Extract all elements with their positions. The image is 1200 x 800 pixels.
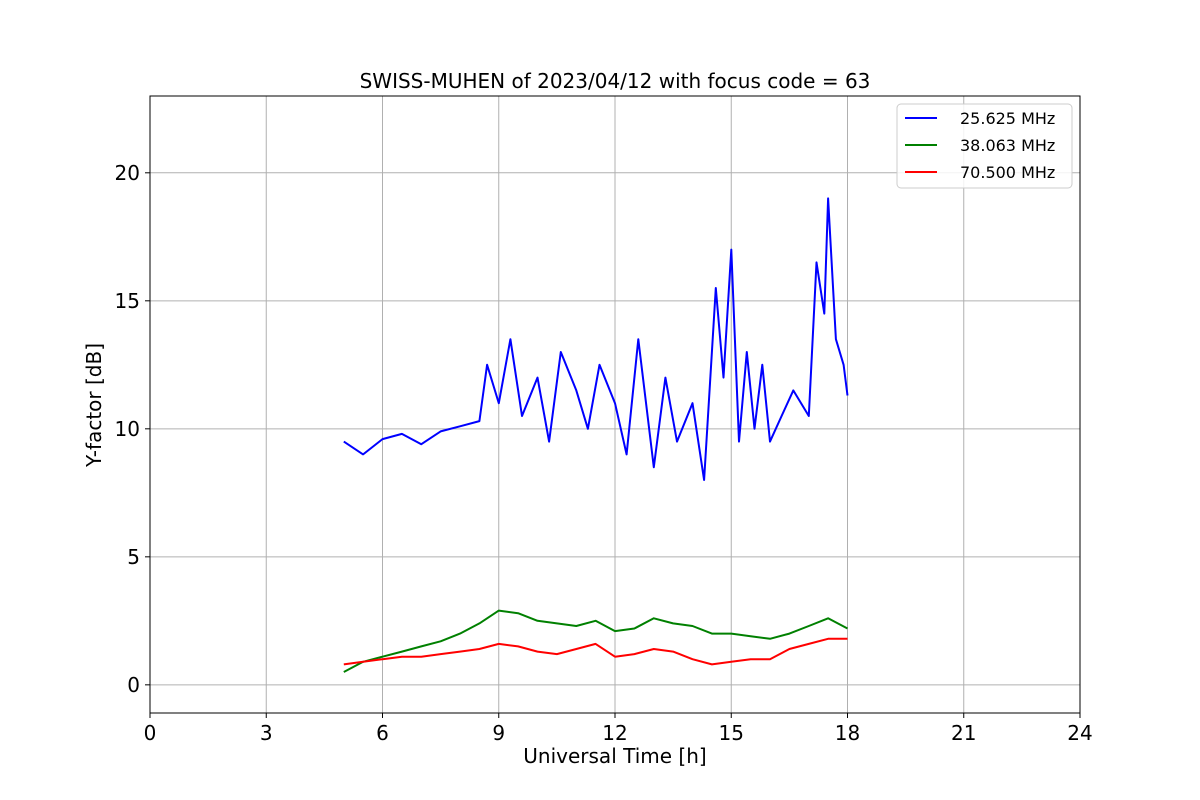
x-tick-label: 12 [602,721,627,745]
x-tick-label: 15 [719,721,744,745]
x-tick-label: 6 [376,721,389,745]
chart-title: SWISS-MUHEN of 2023/04/12 with focus cod… [360,69,871,93]
x-tick-label: 3 [260,721,273,745]
y-tick-label: 20 [115,161,140,185]
legend: 25.625 MHz 38.063 MHz 70.500 MHz [896,103,1073,189]
y-tick-label: 15 [115,289,140,313]
x-tick-label: 0 [144,721,157,745]
y-axis-label: Y-factor [dB] [82,343,106,468]
legend-label-38mhz: 38.063 MHz [960,136,1055,155]
legend-label-25mhz: 25.625 MHz [960,109,1055,128]
x-tick-label: 18 [835,721,860,745]
legend-label-70mhz: 70.500 MHz [960,163,1055,182]
y-tick-label: 5 [127,545,140,569]
x-tick-label: 21 [951,721,976,745]
series-line-38mhz [343,609,848,673]
series-group [343,197,849,673]
y-axis: 0 5 10 15 20 [115,161,150,697]
x-axis-label: Universal Time [h] [523,744,706,768]
x-axis: 0 3 6 9 12 15 18 21 24 [144,713,1093,745]
y-tick-label: 0 [127,673,140,697]
series-line-25mhz [343,197,849,481]
series-line-70mhz [343,637,848,666]
x-tick-label: 9 [492,721,505,745]
x-tick-label: 24 [1067,721,1092,745]
y-tick-label: 10 [115,417,140,441]
legend-box [896,103,1073,189]
